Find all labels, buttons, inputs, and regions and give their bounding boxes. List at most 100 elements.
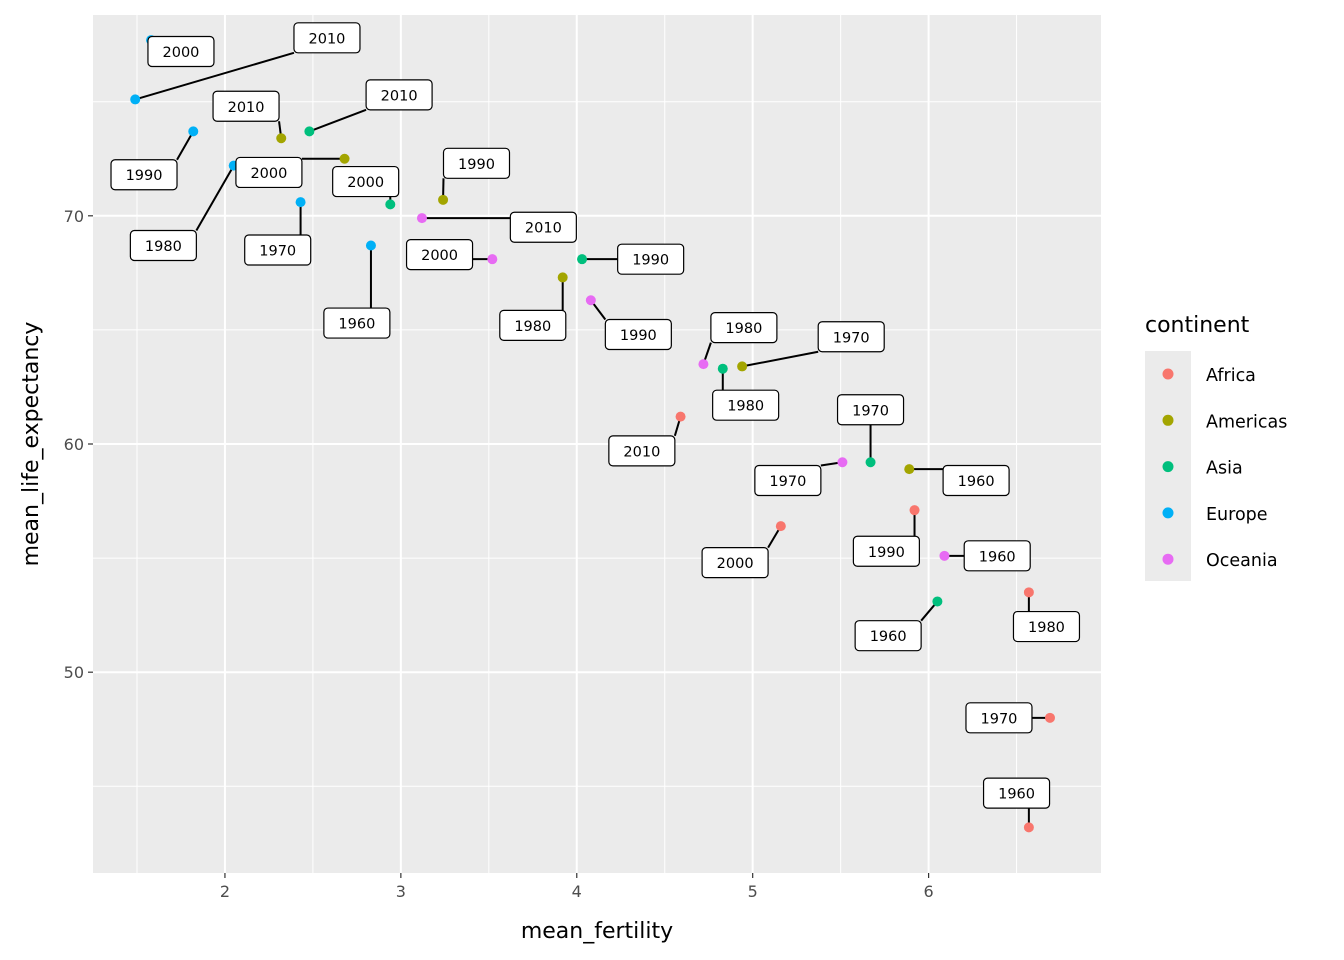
point-label-box <box>617 243 685 275</box>
point-label: 1980 <box>499 309 567 341</box>
point-label-text: 1980 <box>145 239 182 255</box>
point-label-text: 1960 <box>338 317 375 333</box>
data-point <box>932 596 943 607</box>
point-label-box <box>405 239 474 271</box>
x-tick-label: 2 <box>220 882 230 901</box>
point-label-text: 1990 <box>126 168 163 184</box>
point-label-box <box>323 307 391 339</box>
point-label-box <box>942 464 1010 497</box>
point-label: 1990 <box>852 535 920 567</box>
point-label-box <box>982 777 1051 809</box>
label-leader-line <box>741 350 819 368</box>
data-point <box>339 153 350 164</box>
point-label-text: 1970 <box>833 330 870 346</box>
point-label-box <box>963 540 1031 572</box>
point-label: 1990 <box>110 159 178 191</box>
point-label-box <box>235 156 303 189</box>
point-label-box <box>509 211 577 243</box>
point-label-text: 1990 <box>632 253 669 269</box>
point-label: 2010 <box>212 90 280 122</box>
legend-entry-label: Oceania <box>1206 551 1278 571</box>
point-label-box <box>712 389 780 421</box>
point-label-text: 1960 <box>958 474 995 490</box>
point-label-box <box>129 229 197 262</box>
data-point <box>577 254 588 265</box>
point-label-text: 1980 <box>514 319 551 335</box>
point-label: 2010 <box>293 22 361 54</box>
point-label-text: 2010 <box>525 221 562 237</box>
point-label-text: 1960 <box>998 787 1035 803</box>
point-label-text: 1970 <box>259 244 296 260</box>
point-label-box <box>710 312 778 344</box>
point-label-text: 1990 <box>458 157 495 173</box>
data-point <box>385 199 396 210</box>
point-label-box <box>817 321 885 353</box>
point-label-box <box>212 90 280 122</box>
legend-entry-label: Africa <box>1206 366 1256 386</box>
point-label-text: 2010 <box>309 31 346 47</box>
x-tick-label: 4 <box>572 882 582 901</box>
data-point <box>585 295 596 306</box>
point-label-text: 1990 <box>868 545 905 561</box>
point-label-text: 1980 <box>1028 620 1065 636</box>
y-tick-label: 60 <box>64 435 84 454</box>
legend-title: continent <box>1145 313 1250 338</box>
point-label: 1990 <box>442 147 511 179</box>
point-label: 2010 <box>365 79 433 111</box>
point-label-text: 1960 <box>870 629 907 645</box>
point-label-text: 1960 <box>979 549 1016 565</box>
point-label: 1970 <box>836 394 905 426</box>
data-point <box>276 133 287 144</box>
point-label-box <box>365 79 433 111</box>
data-point <box>1023 587 1034 598</box>
y-tick-label: 50 <box>64 663 84 682</box>
data-point <box>1044 712 1055 723</box>
label-leader-line <box>195 165 235 231</box>
legend-key <box>1162 553 1174 565</box>
point-label: 1960 <box>982 777 1051 809</box>
data-point <box>130 94 141 105</box>
point-label-text: 2010 <box>381 88 418 104</box>
point-label-box <box>701 547 769 579</box>
point-label-text: 1970 <box>981 711 1018 727</box>
point-label: 1980 <box>129 229 197 262</box>
x-tick-label: 6 <box>924 882 934 901</box>
point-label-box <box>965 702 1033 734</box>
point-label: 1960 <box>942 464 1010 497</box>
point-label-box <box>836 394 905 426</box>
data-point <box>775 521 786 532</box>
point-label-text: 1990 <box>620 328 657 344</box>
axes: 2 3 4 5 6 50 60 70 <box>64 207 934 901</box>
y-tick-label: 70 <box>64 207 84 226</box>
point-label-box <box>754 464 822 497</box>
point-label-text: 1970 <box>769 474 806 490</box>
point-label-box <box>244 234 312 266</box>
point-label: 2010 <box>509 211 577 243</box>
point-label-text: 1980 <box>727 399 764 415</box>
data-point <box>909 505 920 516</box>
data-point <box>438 194 449 205</box>
data-point <box>487 254 498 265</box>
point-label: 1980 <box>1012 610 1081 643</box>
point-label-box <box>1012 610 1081 643</box>
point-label-box <box>608 435 676 467</box>
point-label: 1970 <box>244 234 312 266</box>
data-point <box>295 197 306 208</box>
data-point <box>698 359 709 370</box>
data-point <box>717 363 728 374</box>
point-label: 1990 <box>617 243 685 275</box>
point-label-text: 2010 <box>228 100 265 116</box>
point-label-box <box>442 147 511 179</box>
legend: continent Africa Americas Asia Europe Oceani… <box>1145 313 1287 581</box>
point-label-text: 2000 <box>717 556 754 572</box>
point-label: 2010 <box>608 435 676 467</box>
point-label: 1970 <box>817 321 885 353</box>
point-label-text: 2000 <box>421 248 458 264</box>
legend-entry-label: Americas <box>1206 412 1287 432</box>
data-point <box>939 550 950 561</box>
point-label: 1960 <box>854 620 922 652</box>
legend-key <box>1162 507 1174 519</box>
legend-entry-label: Asia <box>1206 459 1243 479</box>
legend-entry-label: Europe <box>1206 505 1268 525</box>
